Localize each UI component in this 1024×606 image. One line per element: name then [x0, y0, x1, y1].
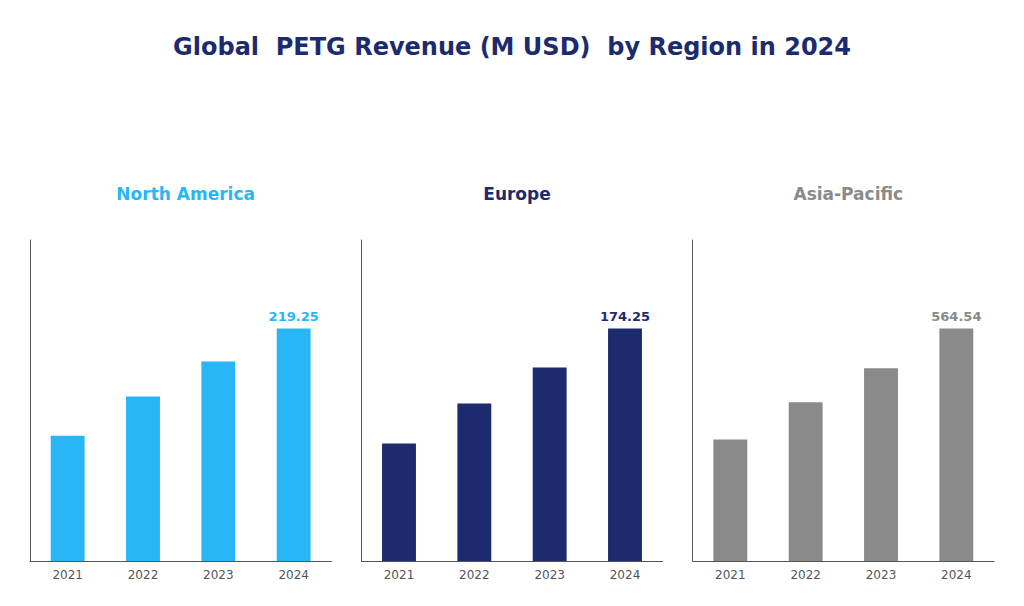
svg-text:2022: 2022 [459, 568, 490, 582]
svg-text:2023: 2023 [534, 568, 565, 582]
svg-text:2024: 2024 [610, 568, 641, 582]
svg-text:564.54: 564.54 [931, 309, 981, 324]
svg-text:174.25: 174.25 [600, 309, 650, 324]
svg-text:Europe: Europe [483, 184, 550, 204]
svg-text:2024: 2024 [278, 568, 309, 582]
svg-text:2021: 2021 [52, 568, 83, 582]
svg-text:2021: 2021 [384, 568, 415, 582]
svg-text:219.25: 219.25 [269, 309, 319, 324]
svg-text:2021: 2021 [715, 568, 746, 582]
svg-text:2024: 2024 [941, 568, 972, 582]
svg-text:2022: 2022 [128, 568, 159, 582]
svg-text:2023: 2023 [203, 568, 234, 582]
svg-text:Global PETG Revenue (M USD): Global PETG Revenue (M USD) by Region in… [173, 33, 851, 61]
svg-text:2022: 2022 [790, 568, 821, 582]
svg-text:2023: 2023 [866, 568, 897, 582]
svg-text:Asia-Pacific: Asia-Pacific [793, 184, 903, 204]
svg-text:North America: North America [116, 184, 255, 204]
